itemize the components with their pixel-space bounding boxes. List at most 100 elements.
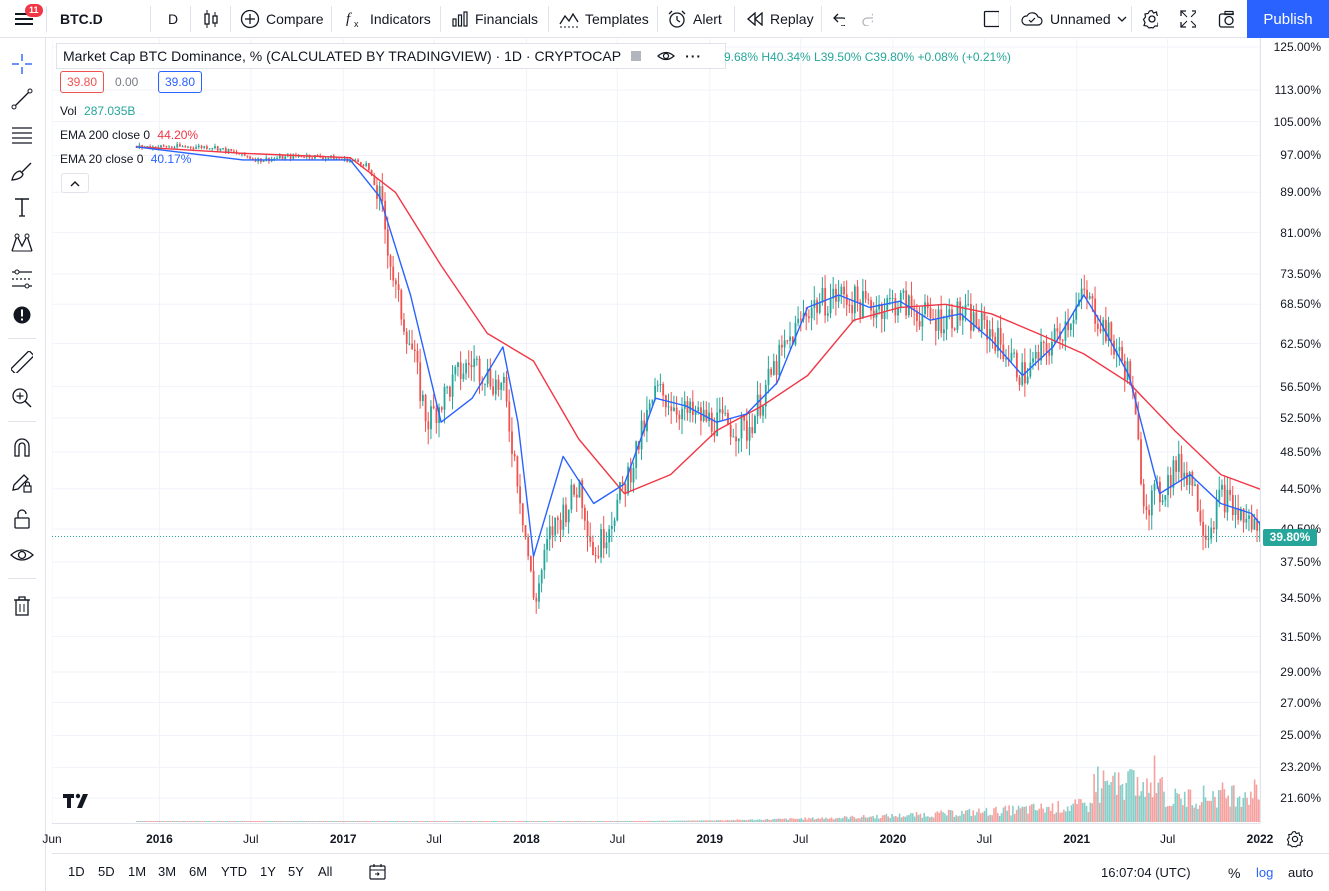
patterns-tool[interactable] [7, 228, 37, 258]
volume-bar [957, 816, 959, 822]
candle-body [1223, 484, 1226, 513]
symbol-search-button[interactable]: BTC.D [52, 0, 111, 38]
candle-body [1221, 484, 1223, 490]
zoom-in-tool[interactable] [7, 383, 37, 413]
volume-bar [266, 821, 268, 822]
candle-body [956, 301, 959, 330]
sell-price-button[interactable]: 39.80 [60, 71, 105, 93]
range-button-6m[interactable]: 6M [189, 864, 208, 879]
prediction-tool[interactable] [7, 264, 37, 294]
save-layout-button[interactable]: Unnamed [1012, 0, 1135, 38]
magnet-mode-tool[interactable] [7, 432, 37, 462]
range-button-3m[interactable]: 3M [158, 864, 177, 879]
time-axis[interactable]: Jun 2016 Jul 2017 Jul 2018 Jul 2019 Jul 2020 Jul 20… [42, 823, 1273, 853]
divider [331, 6, 332, 32]
candle-body [675, 407, 678, 415]
range-button-all[interactable]: All [318, 864, 333, 879]
remove-drawings-tool[interactable] [7, 591, 37, 621]
volume-bar [513, 821, 516, 822]
range-button-1m[interactable]: 1M [128, 864, 147, 879]
auto-scale-button[interactable]: auto [1288, 865, 1314, 880]
hide-drawings-tool[interactable] [7, 540, 37, 570]
redo-icon [862, 13, 873, 26]
fullscreen-button[interactable] [1172, 0, 1204, 38]
volume-bar [332, 821, 334, 822]
lock-drawings-tool[interactable] [7, 504, 37, 534]
templates-button[interactable]: Templates [551, 0, 657, 38]
text-tool[interactable] [7, 192, 37, 222]
volume-bar [421, 821, 423, 822]
range-button-5y[interactable]: 5Y [288, 864, 304, 879]
buy-price-button[interactable]: 39.80 [158, 71, 203, 93]
range-button-1d[interactable]: 1D [68, 864, 85, 879]
eye-icon[interactable] [657, 50, 675, 62]
candle-body [1015, 352, 1018, 378]
main-menu-button[interactable] [4, 0, 44, 38]
ema20-legend[interactable]: EMA 20 close 0 40.17% [60, 152, 191, 166]
volume-bar [1061, 812, 1063, 822]
publish-button[interactable]: Publish [1247, 0, 1329, 38]
volume-bar [895, 815, 897, 822]
financials-button[interactable]: Financials [443, 0, 546, 38]
candle-body [489, 368, 492, 387]
more-options-icon[interactable]: ··· [685, 48, 703, 64]
volume-bar [341, 821, 344, 822]
volume-bar [258, 821, 261, 822]
volume-bar [896, 817, 899, 822]
chart-type-button[interactable] [194, 0, 228, 38]
volume-bar [243, 821, 246, 822]
volume-bar [411, 821, 414, 822]
candle-body [613, 520, 616, 526]
chevron-up-icon [70, 180, 80, 186]
trend-line-icon [11, 88, 33, 110]
volume-bar [443, 821, 446, 822]
volume-bar [619, 820, 621, 822]
tradingview-logo[interactable] [58, 790, 94, 814]
trend-line-tool[interactable] [7, 84, 37, 114]
interval-button[interactable]: D [160, 0, 186, 38]
volume-legend[interactable]: Vol 287.035B [60, 104, 135, 118]
snapshot-button[interactable] [1210, 0, 1242, 38]
candle-body [624, 484, 627, 494]
axis-settings-button[interactable] [1283, 829, 1307, 849]
ema200-legend[interactable]: EMA 200 close 0 44.20% [60, 128, 198, 142]
crosshair-tool[interactable] [7, 49, 37, 79]
range-button-ytd[interactable]: YTD [221, 864, 247, 879]
alert-button[interactable]: Alert [659, 0, 730, 38]
candle-body [1242, 508, 1245, 523]
candle-body [1218, 489, 1221, 501]
settings-button[interactable] [1134, 0, 1166, 38]
price-axis[interactable]: 125.00% 113.00% 105.00% 97.00% 89.00% 81.00% 7… [1260, 38, 1329, 823]
volume-bar [1144, 796, 1146, 822]
brush-tool[interactable] [7, 156, 37, 186]
volume-bar [675, 820, 678, 822]
undo-button[interactable] [825, 0, 853, 38]
volume-bar [1227, 795, 1229, 822]
candle-body [791, 336, 794, 345]
collapse-legend-button[interactable] [61, 173, 89, 193]
log-scale-button[interactable]: log [1256, 865, 1274, 880]
measure-tool[interactable] [7, 347, 37, 377]
candle-body [349, 159, 351, 162]
range-button-5d[interactable]: 5D [98, 864, 115, 879]
goto-date-button[interactable] [368, 862, 388, 885]
crosshair-icon [12, 54, 32, 74]
replay-button[interactable]: Replay [738, 0, 822, 38]
layout-select-button[interactable] [975, 0, 1007, 38]
stay-in-drawing-mode-tool[interactable] [7, 468, 37, 498]
fib-retracement-tool[interactable] [7, 120, 37, 150]
chart-pane[interactable] [52, 39, 1260, 823]
price-chart[interactable] [52, 39, 1260, 823]
volume-bar [517, 821, 519, 822]
volume-bar [823, 818, 825, 822]
compare-button[interactable]: Compare [232, 0, 332, 38]
series-title[interactable]: Market Cap BTC Dominance, % (CALCULATED … [56, 43, 726, 69]
redo-button[interactable] [853, 0, 881, 38]
volume-bar [900, 817, 903, 822]
candle-body [810, 307, 813, 319]
shapes-tool[interactable] [7, 300, 37, 330]
percent-scale-button[interactable]: % [1228, 865, 1241, 881]
utc-clock[interactable]: 16:07:04 (UTC) [1101, 865, 1191, 880]
range-button-1y[interactable]: 1Y [260, 864, 276, 879]
